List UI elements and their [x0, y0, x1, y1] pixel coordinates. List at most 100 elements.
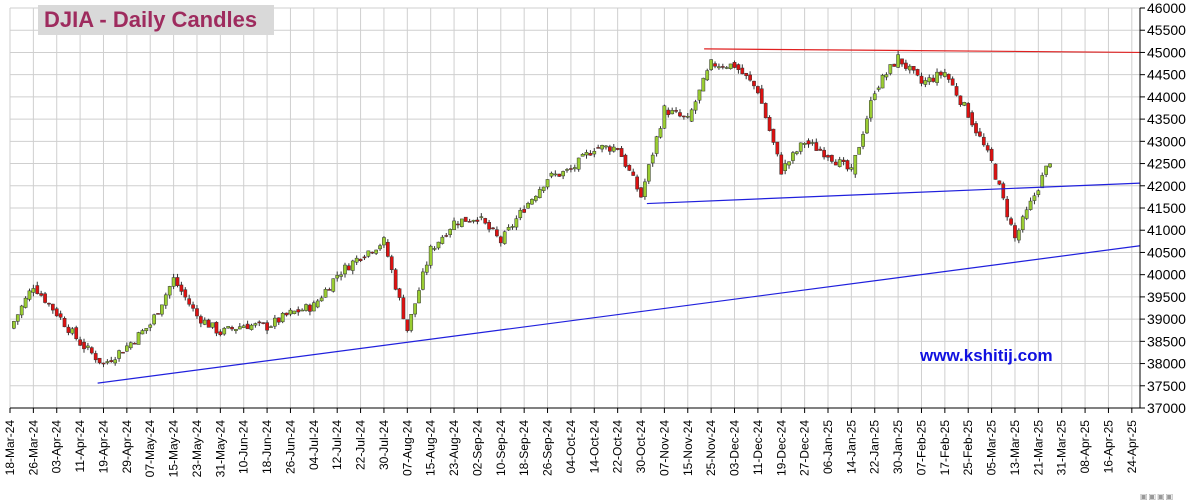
candle-body	[931, 77, 936, 82]
candle-body	[993, 163, 998, 180]
candle-body	[833, 161, 838, 166]
candle-body	[861, 134, 865, 147]
x-tick-label: 03-Dec-24	[728, 420, 742, 476]
candle-body	[689, 109, 694, 122]
candle-body	[534, 196, 538, 201]
candle-body	[611, 146, 616, 152]
y-tick-label: 38000	[1147, 356, 1186, 372]
candle-body	[160, 304, 164, 315]
candle-body	[794, 151, 799, 154]
candle-body	[261, 322, 266, 324]
candle-body	[654, 136, 659, 154]
x-tick-label: 26-Jun-24	[283, 420, 297, 474]
candle-body	[237, 326, 242, 330]
candle-body	[826, 155, 830, 158]
x-tick-label: 04-Jul-24	[307, 420, 321, 470]
candle-body	[717, 66, 721, 69]
candle-body	[1028, 200, 1033, 210]
candle-body	[849, 167, 854, 170]
x-tick-label: 15-Aug-24	[424, 420, 438, 476]
candle-body	[884, 74, 889, 78]
x-tick-label: 07-May-24	[143, 420, 157, 478]
x-tick-label: 14-Oct-24	[587, 420, 601, 474]
candle-body	[978, 131, 982, 137]
candle-body	[175, 277, 180, 286]
candle-body	[93, 353, 98, 361]
candle-body	[253, 323, 258, 326]
candle-body	[148, 324, 153, 328]
x-tick-label: 12-Jul-24	[330, 420, 344, 470]
x-tick-label: 26-Sep-24	[541, 420, 555, 476]
candle-body	[475, 219, 480, 222]
y-tick-label: 43500	[1147, 111, 1186, 127]
candle-body	[1040, 175, 1045, 189]
x-tick-label: 23-May-24	[190, 420, 204, 478]
candle-body	[553, 173, 558, 176]
candle-body	[541, 186, 546, 191]
y-tick-label: 40500	[1147, 244, 1186, 260]
candle-body	[545, 179, 550, 188]
candle-body	[970, 112, 974, 126]
y-tick-label: 44000	[1147, 89, 1186, 105]
candle-body	[440, 236, 445, 244]
candle-body	[798, 142, 803, 152]
candle-body	[896, 54, 900, 68]
candle-body	[15, 314, 20, 322]
candle-body	[428, 245, 433, 266]
candle-body	[78, 339, 82, 346]
candle-body	[724, 67, 729, 69]
y-tick-label: 42000	[1147, 178, 1186, 194]
candle-body	[113, 359, 118, 364]
x-tick-label: 31-Mar-25	[1055, 420, 1069, 476]
candle-body	[787, 161, 791, 166]
x-tick-label: 07-Aug-24	[400, 420, 414, 476]
candle-body	[1013, 225, 1017, 239]
candle-body	[557, 173, 562, 177]
candle-body	[697, 89, 702, 101]
y-tick-label: 40000	[1147, 267, 1186, 283]
candle-body	[362, 256, 367, 259]
candle-body	[954, 86, 959, 96]
candle-body	[86, 345, 90, 348]
candle-body	[530, 199, 534, 205]
candle-body	[732, 62, 737, 68]
candle-body	[163, 294, 168, 306]
candle-body	[627, 164, 632, 171]
candle-body	[354, 257, 359, 263]
candle-body	[144, 328, 149, 332]
candle-body	[853, 154, 858, 175]
candle-body	[171, 277, 176, 287]
x-tick-label: 11-Dec-24	[751, 420, 765, 475]
candle-body	[331, 278, 336, 292]
candle-body	[584, 152, 589, 156]
x-tick-label: 19-Dec-24	[774, 420, 788, 476]
candle-body	[284, 312, 289, 316]
candle-body	[580, 153, 585, 157]
candle-body	[385, 241, 390, 257]
candle-body	[526, 203, 530, 209]
candle-body	[19, 305, 24, 316]
x-tick-label: 22-Oct-24	[611, 420, 625, 474]
candle-body	[1036, 190, 1041, 195]
candle-body	[701, 77, 706, 92]
x-tick-label: 22-Jan-25	[868, 420, 882, 474]
candle-body	[491, 227, 495, 230]
candle-body	[943, 72, 947, 77]
candle-body	[101, 362, 106, 365]
candle-body	[666, 109, 671, 115]
candle-body	[565, 169, 569, 171]
candles	[12, 50, 1052, 368]
candle-body	[327, 289, 332, 291]
x-tick-label: 14-Jan-25	[844, 420, 858, 474]
candle-body	[121, 351, 125, 354]
candle-body	[471, 219, 476, 222]
candle-body	[880, 75, 885, 89]
candle-body	[561, 171, 565, 177]
x-tick-label: 08-Apr-25	[1078, 420, 1092, 474]
y-tick-label: 43000	[1147, 133, 1186, 149]
candle-body	[806, 140, 811, 145]
candle-body	[47, 302, 51, 305]
candle-body	[214, 321, 219, 334]
candle-body	[167, 286, 172, 296]
x-tick-label: 05-Mar-25	[985, 420, 999, 476]
